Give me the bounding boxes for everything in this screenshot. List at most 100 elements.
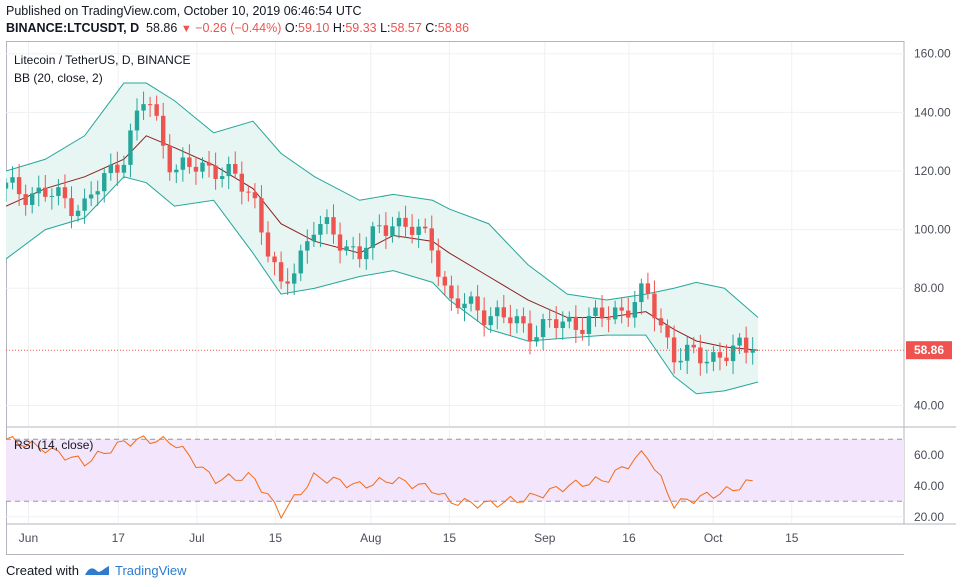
open-label: O: (284, 21, 299, 35)
candle-body-down (239, 173, 244, 192)
candle-body-up (639, 283, 644, 303)
candle-body-up (174, 169, 179, 173)
candle-body-down (265, 232, 271, 257)
candle-body-up (468, 296, 474, 304)
candle-body-up (219, 176, 225, 179)
candle-body-up (6, 182, 9, 189)
candle-body-up (75, 210, 81, 217)
time-axis-label: Jun (19, 531, 38, 545)
candle-body-down (645, 283, 651, 294)
created-with-text: Created with (6, 563, 79, 578)
candle-body-up (750, 350, 755, 353)
candle-body-up (318, 224, 323, 235)
candle-body-up (344, 246, 349, 251)
candle-body-up (292, 273, 297, 284)
low-label: L: (380, 21, 391, 35)
candle-body-down (501, 307, 506, 318)
candle-body-up (226, 163, 231, 177)
rsi-line (6, 435, 753, 520)
footer: Created with TradingView (6, 563, 187, 578)
main-pane-title: Litecoin / TetherUS, D, BINANCE (14, 53, 191, 67)
candle-body-down (161, 115, 166, 146)
candle-body-up (141, 104, 146, 111)
candle-body-down (278, 262, 284, 282)
down-triangle-icon: ▼ (180, 23, 192, 35)
candle-body-up (730, 345, 736, 362)
candle-body-up (30, 193, 35, 205)
candle-body-down (246, 191, 251, 193)
time-axis-label: 15 (443, 531, 457, 545)
candle-body-down (599, 307, 605, 319)
time-axis-label: 15 (785, 531, 799, 545)
candle-body-down (331, 217, 336, 235)
candle-body-up (108, 164, 113, 174)
candle-body-down (619, 307, 624, 311)
candle-body-up (88, 194, 94, 199)
price-axis-bg (904, 41, 956, 555)
time-axis-label: 17 (112, 531, 126, 545)
candle-body-up (737, 337, 742, 346)
rsi-axis-label: 40.00 (914, 479, 944, 493)
quote-line: BINANCE:LTCUSDT, D 58.86 ▼ −0.26 (−0.44%… (6, 21, 469, 35)
tradingview-brand[interactable]: TradingView (114, 563, 187, 578)
bollinger-upper-band (6, 82, 759, 318)
tradingview-logo-icon (84, 566, 109, 575)
candle-body-up (560, 321, 565, 329)
last-price-tag (906, 341, 952, 360)
candle-body-up (311, 234, 317, 242)
candle-body-up (298, 250, 303, 274)
candle-body-up (612, 307, 618, 320)
candle-body-up (593, 307, 598, 316)
candle-body-down (580, 329, 585, 334)
candle-body-down (272, 256, 277, 263)
candle-body-down (252, 192, 258, 199)
candle-body-down (337, 234, 343, 251)
candle-body-down (285, 281, 290, 284)
candle-body-up (370, 226, 375, 248)
candle-body-down (527, 323, 533, 342)
candle-body-up (324, 217, 330, 225)
time-axis-label: Oct (704, 531, 723, 545)
time-axis-label: 16 (622, 531, 636, 545)
candle-body-down (481, 310, 487, 326)
candle-body-up (462, 303, 467, 309)
candle-body-down (409, 226, 415, 235)
candle-body-up (567, 316, 572, 322)
time-axis-label: 15 (269, 531, 283, 545)
candle-body-up (540, 319, 546, 338)
candle-body-down (455, 298, 461, 309)
candle-body-down (606, 318, 611, 320)
candle-body-up (200, 162, 205, 172)
candle-body-down (383, 225, 389, 236)
candle-body-up (377, 225, 382, 227)
published-line: Published on TradingView.com, October 10… (6, 4, 362, 18)
candle-body-up (180, 157, 186, 170)
candle-body-down (43, 187, 48, 197)
candle-body-down (62, 187, 68, 199)
candle-body-up (95, 191, 100, 195)
bb-indicator-label[interactable]: BB (20, close, 2) (14, 71, 103, 85)
candle-body-down (442, 276, 448, 286)
candle-body-up (49, 195, 55, 197)
candle-body-up (350, 246, 356, 248)
candle-body-down (193, 166, 199, 172)
candle-body-up (10, 177, 15, 183)
candle-body-down (743, 337, 749, 353)
candle-body-up (56, 187, 61, 196)
open-value: 59.10 (298, 21, 330, 35)
candle-body-down (626, 310, 631, 318)
candle-body-down (658, 318, 664, 326)
candle-body-down (213, 165, 218, 179)
candle-body-down (206, 162, 212, 166)
high-label: H: (332, 21, 346, 35)
candle-body-up (396, 217, 402, 227)
price-change: −0.26 (−0.44%) (195, 21, 282, 35)
candle-body-up (121, 164, 127, 173)
high-value: 59.33 (345, 21, 377, 35)
chart-canvas[interactable]: 58.86 160.00 140.00 120.00 100.00 80.00 40.00 6… (6, 41, 956, 555)
rsi-indicator-label[interactable]: RSI (14, close) (14, 438, 94, 452)
bollinger-lower-band (6, 176, 759, 395)
candle-body-down (475, 296, 480, 311)
candle-body-up (632, 302, 637, 318)
price-axis-label: 120.00 (914, 164, 951, 178)
